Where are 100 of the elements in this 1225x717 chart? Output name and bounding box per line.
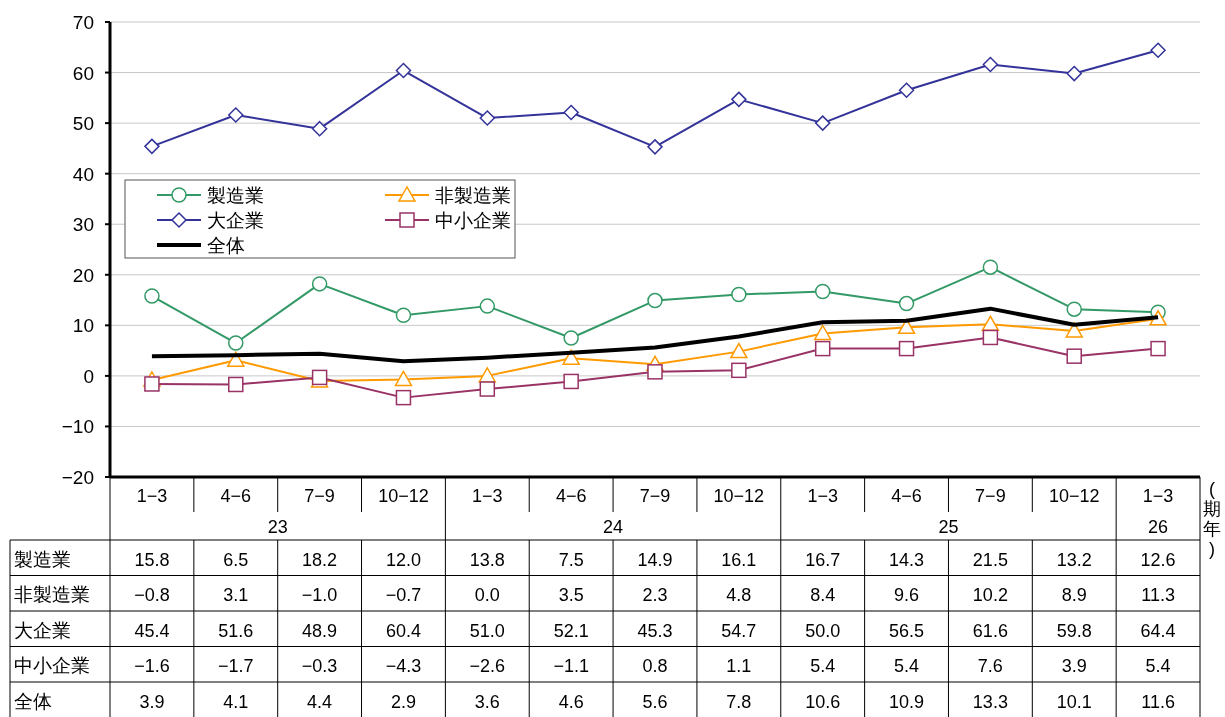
text: 製造業 [14,548,71,570]
legend-label: 製造業 [207,185,264,206]
data-label: 11.6 [1141,691,1175,712]
data-label: 3.6 [474,691,500,712]
y-tick-label: 10 [72,315,94,337]
data-label: 3.1 [223,585,249,605]
x-tick-label: 4−6 [555,486,587,506]
x-tick-label: 7−9 [639,486,671,506]
data-label: 7.5 [558,549,584,570]
data-label: 4.8 [726,585,752,605]
data-label: 45.4 [134,620,170,641]
data-label: 13.8 [469,549,505,570]
x-tick-label: 7−9 [975,486,1006,506]
data-label: −0.7 [385,585,422,605]
data-label: 3.9 [1061,656,1087,676]
y-tick-label: 30 [72,214,94,236]
data-label: 61.6 [972,620,1008,641]
text: 23 [267,517,288,537]
data-label: 56.5 [889,620,925,641]
data-label: 51.6 [218,620,254,641]
data-label: −1.0 [301,585,338,605]
y-tick-label: −20 [61,467,94,488]
data-label: 3.5 [558,585,584,605]
y-tick-label: 20 [72,264,94,286]
y-tick-label: 40 [72,163,94,185]
x-tick-label: 10−12 [1048,486,1100,506]
data-label: 9.6 [894,585,920,605]
text: 24 [603,517,624,537]
data-label: 2.3 [642,585,668,605]
data-label: 5.4 [810,656,836,676]
data-label: 4.6 [558,691,584,712]
x-tick-label: 10−12 [713,486,765,506]
data-label: 1.1 [726,656,752,676]
y-tick-label: 0 [83,365,94,387]
y-tick-label: 70 [72,12,94,33]
text: 非製造業 [14,584,90,605]
data-label: 50.0 [805,620,841,641]
data-label: 11.3 [1141,585,1175,605]
data-label: 3.9 [139,691,165,712]
data-label: 4.1 [223,691,249,712]
data-label: 10.6 [805,691,841,712]
legend-label: 全体 [207,235,245,256]
data-label: 10.1 [1056,691,1092,712]
data-label: −0.8 [134,585,170,605]
data-label: 16.1 [721,549,757,570]
text: 26 [1148,517,1169,537]
x-tick-label: 1−3 [136,486,168,506]
data-label: −1.6 [134,656,170,676]
x-tick-label: 1−3 [807,486,838,506]
data-label: 60.4 [385,620,421,641]
data-label: 52.1 [553,620,589,641]
text: 大企業 [14,619,71,641]
data-label: 12.0 [385,549,421,570]
data-label: −4.3 [385,656,422,676]
x-tick-label: 1−3 [1142,486,1174,506]
data-label: −0.3 [301,656,338,676]
data-label: 59.8 [1056,620,1092,641]
data-label: 51.0 [469,620,505,641]
x-tick-label: 4−6 [891,486,922,506]
x-tick-label: 1−3 [472,486,503,506]
data-label: 45.3 [637,620,673,641]
data-label: 8.4 [810,585,836,605]
data-label: 16.7 [805,549,841,570]
y-tick-label: −10 [61,416,94,438]
data-label: 5.4 [894,656,920,676]
x-tick-label: 10−12 [378,486,429,506]
data-label: 14.3 [889,549,925,570]
legend-label: 大企業 [207,210,264,231]
legend-label: 中小企業 [435,210,511,231]
data-label: 10.2 [972,585,1008,605]
y-tick-label: 60 [72,62,94,84]
data-label: 18.2 [302,549,338,570]
data-label: 0.0 [474,585,500,605]
data-label: 5.4 [1145,656,1171,676]
data-label: 13.2 [1056,549,1092,570]
data-label: 10.9 [889,691,925,712]
legend-label: 非製造業 [435,185,511,206]
data-label: 0.8 [642,656,668,676]
text: 中小企業 [14,655,90,676]
data-label: 7.8 [726,691,752,712]
data-label: 2.9 [390,691,416,712]
data-label: 54.7 [721,620,757,641]
data-label: 64.4 [1140,620,1176,641]
data-label: 6.5 [223,549,249,570]
y-tick-label: 50 [72,113,94,135]
data-label: 21.5 [972,549,1008,570]
data-label: −1.1 [553,656,589,676]
x-tick-label: 4−6 [220,486,252,506]
data-label: 4.4 [307,691,333,712]
data-label: 15.8 [134,549,170,570]
text: 25 [938,517,959,537]
data-label: 5.6 [642,691,668,712]
data-label: 12.6 [1140,549,1176,570]
data-label: 8.9 [1061,585,1087,605]
data-label: −1.7 [218,656,254,676]
x-axis-title: (期年) [1203,479,1221,559]
data-label: 48.9 [302,620,338,641]
data-label: −2.6 [469,656,506,676]
data-label: 14.9 [637,549,673,570]
data-label: 7.6 [977,656,1003,676]
